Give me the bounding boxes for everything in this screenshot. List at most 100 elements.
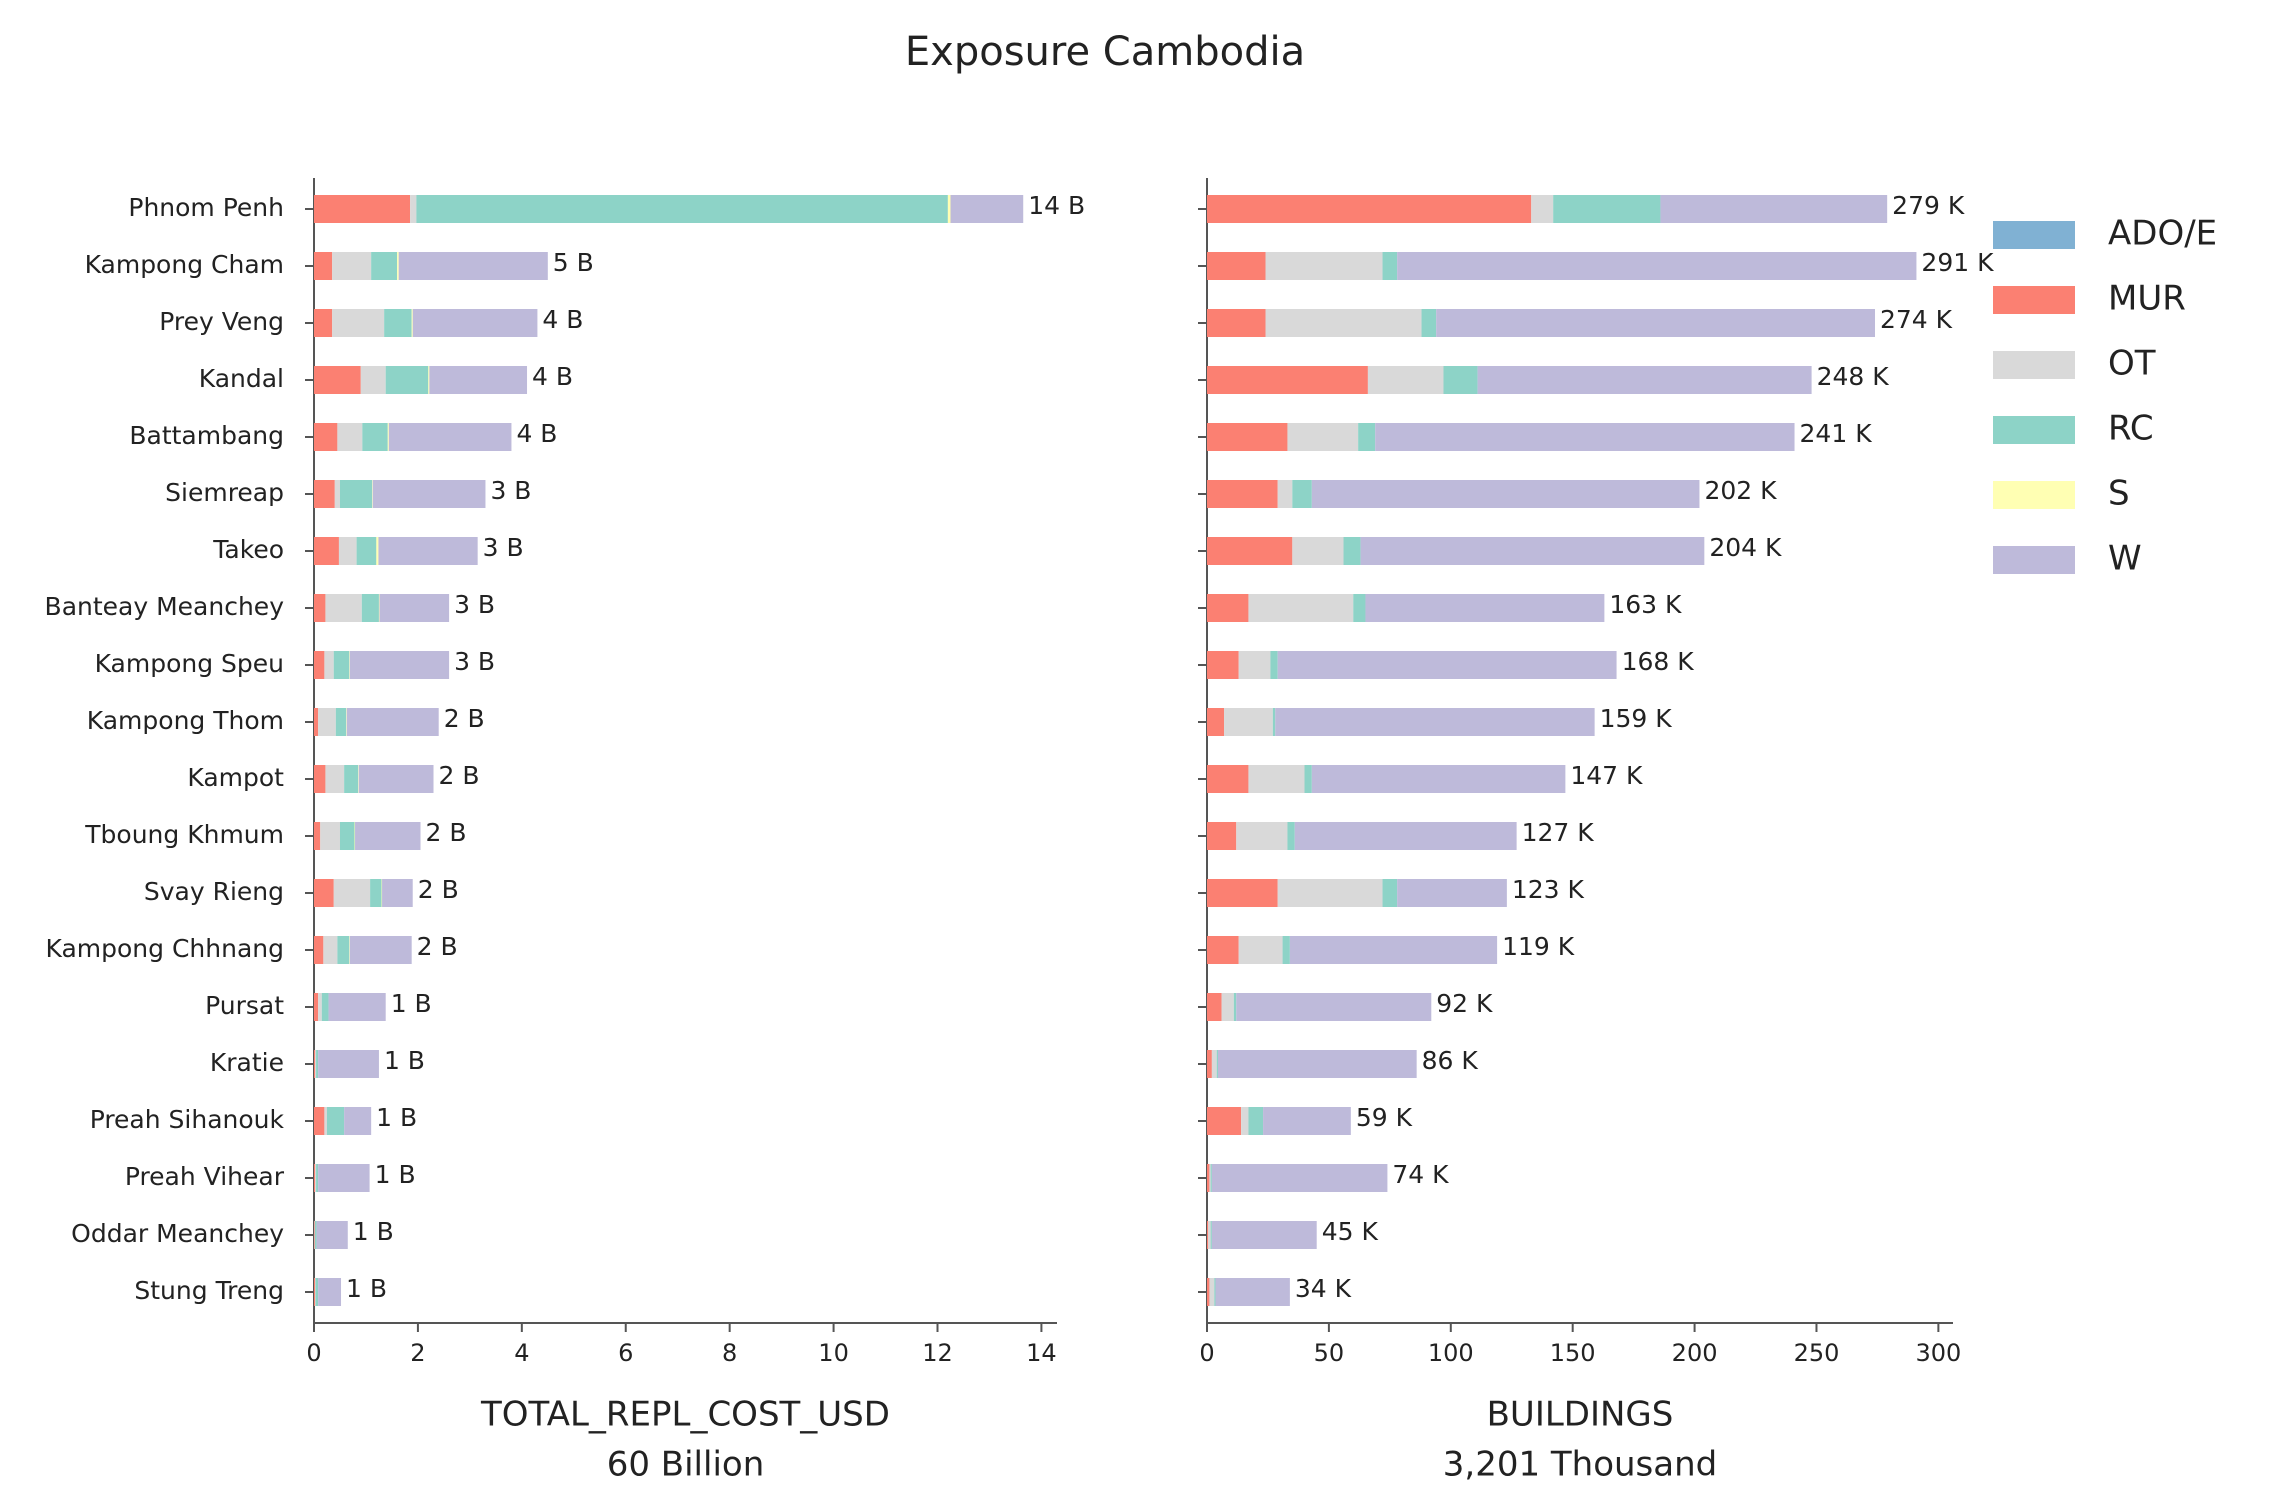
bar-group <box>1236 822 1288 850</box>
bar-group <box>1353 594 1366 622</box>
bar-group: S <box>387 423 389 451</box>
bar-group <box>1214 1278 1216 1306</box>
bar-segment <box>381 879 383 907</box>
bar-segment <box>1287 822 1295 850</box>
bar-segment <box>1382 879 1398 907</box>
value-label: 1 B <box>391 989 432 1018</box>
bar-segment <box>1265 309 1422 337</box>
x-tick-label: 50 <box>1314 1339 1345 1367</box>
legend-swatch <box>1993 286 2075 314</box>
y-tick-label: Preah Sihanouk <box>90 1105 285 1134</box>
bar-group: W <box>950 195 1024 223</box>
bar-segment <box>1443 366 1478 394</box>
bar-segment <box>1375 423 1795 451</box>
value-label: 168 K <box>1622 647 1695 676</box>
bar-segment <box>315 1050 317 1078</box>
y-tick-label: Pursat <box>205 991 284 1020</box>
bar-group <box>1367 366 1444 394</box>
bar-group: MUR <box>314 1221 315 1249</box>
bar-group <box>1248 594 1354 622</box>
bar-segment <box>314 1050 316 1078</box>
bar-segment <box>354 822 356 850</box>
bar-group: OT <box>325 765 345 793</box>
bar-segment <box>320 822 340 850</box>
bar-group <box>1289 936 1498 964</box>
bar-segment <box>379 594 450 622</box>
bar-group: MUR <box>314 594 326 622</box>
bar-segment <box>1221 993 1234 1021</box>
bar-group: W <box>372 480 486 508</box>
bar-group <box>1277 651 1617 679</box>
bar-group <box>1217 1050 1417 1078</box>
bar-segment <box>338 537 357 565</box>
bar-group <box>1248 1107 1264 1135</box>
bar-group: OT <box>314 1221 316 1249</box>
bar-segment <box>324 651 334 679</box>
value-label: 74 K <box>1392 1160 1449 1189</box>
bar-group: S <box>397 252 399 280</box>
bar-group: RC <box>315 1221 317 1249</box>
bar-group: OT <box>338 537 357 565</box>
bar-segment <box>1367 366 1444 394</box>
x-tick-label: 0 <box>306 1339 321 1367</box>
bar-segment <box>1233 993 1237 1021</box>
bar-group: S <box>428 366 430 394</box>
bar-segment <box>333 651 350 679</box>
x-tick-label: 6 <box>618 1339 633 1367</box>
bar-group <box>1210 1164 1212 1192</box>
value-label: 274 K <box>1880 305 1953 334</box>
bar-group <box>1292 480 1312 508</box>
bar-segment <box>1211 1221 1317 1249</box>
bar-segment <box>1210 1164 1212 1192</box>
legend-label: RC <box>2108 409 2154 449</box>
bar-group: RC <box>371 252 398 280</box>
value-label: 4 B <box>532 362 573 391</box>
value-label: 3 B <box>483 533 524 562</box>
bar-group <box>1221 993 1234 1021</box>
bar-group: RC <box>337 936 350 964</box>
bar-group <box>1275 708 1595 736</box>
bar-group <box>1382 879 1398 907</box>
bar-segment <box>1224 708 1273 736</box>
value-label: 1 B <box>375 1160 416 1189</box>
bar-segment <box>339 822 355 850</box>
bar-segment <box>316 1221 348 1249</box>
x-tick-label: 200 <box>1672 1339 1718 1367</box>
bar-segment <box>346 708 347 736</box>
bar-group <box>1207 252 1266 280</box>
value-label: 241 K <box>1800 419 1873 448</box>
bar-group <box>1277 879 1383 907</box>
x-tick-label: 12 <box>922 1339 953 1367</box>
bar-group <box>1209 1278 1215 1306</box>
bar-group <box>1211 1050 1217 1078</box>
bar-segment <box>314 1221 316 1249</box>
bar-group: OT <box>334 480 340 508</box>
bar-group <box>1272 708 1276 736</box>
bar-segment <box>1207 651 1239 679</box>
bar-group: RC <box>344 765 359 793</box>
bar-group <box>1248 765 1305 793</box>
bar-segment <box>362 423 388 451</box>
bar-group: OT <box>325 594 362 622</box>
bar-segment <box>314 309 333 337</box>
x-axis-label: 60 Billion <box>607 1445 765 1485</box>
bar-segment <box>372 480 486 508</box>
y-tick-label: Svay Rieng <box>144 877 284 906</box>
bar-segment <box>328 993 386 1021</box>
bar-segment <box>339 480 373 508</box>
bar-segment <box>314 651 325 679</box>
bar-group: OT <box>315 1164 317 1192</box>
bar-segment <box>315 1164 317 1192</box>
bar-group <box>1216 1050 1218 1078</box>
bar-group <box>1208 1221 1211 1249</box>
bar-segment <box>412 309 538 337</box>
legend-swatch <box>1993 416 2075 444</box>
bar-segment <box>1207 1164 1210 1192</box>
bar-group <box>1207 423 1288 451</box>
bar-group <box>1207 708 1225 736</box>
bar-segment <box>1289 936 1498 964</box>
bar-segment <box>1207 1050 1212 1078</box>
y-tick-label: Kampong Speu <box>95 649 284 678</box>
bar-segment <box>376 537 379 565</box>
bar-group: W <box>328 993 386 1021</box>
